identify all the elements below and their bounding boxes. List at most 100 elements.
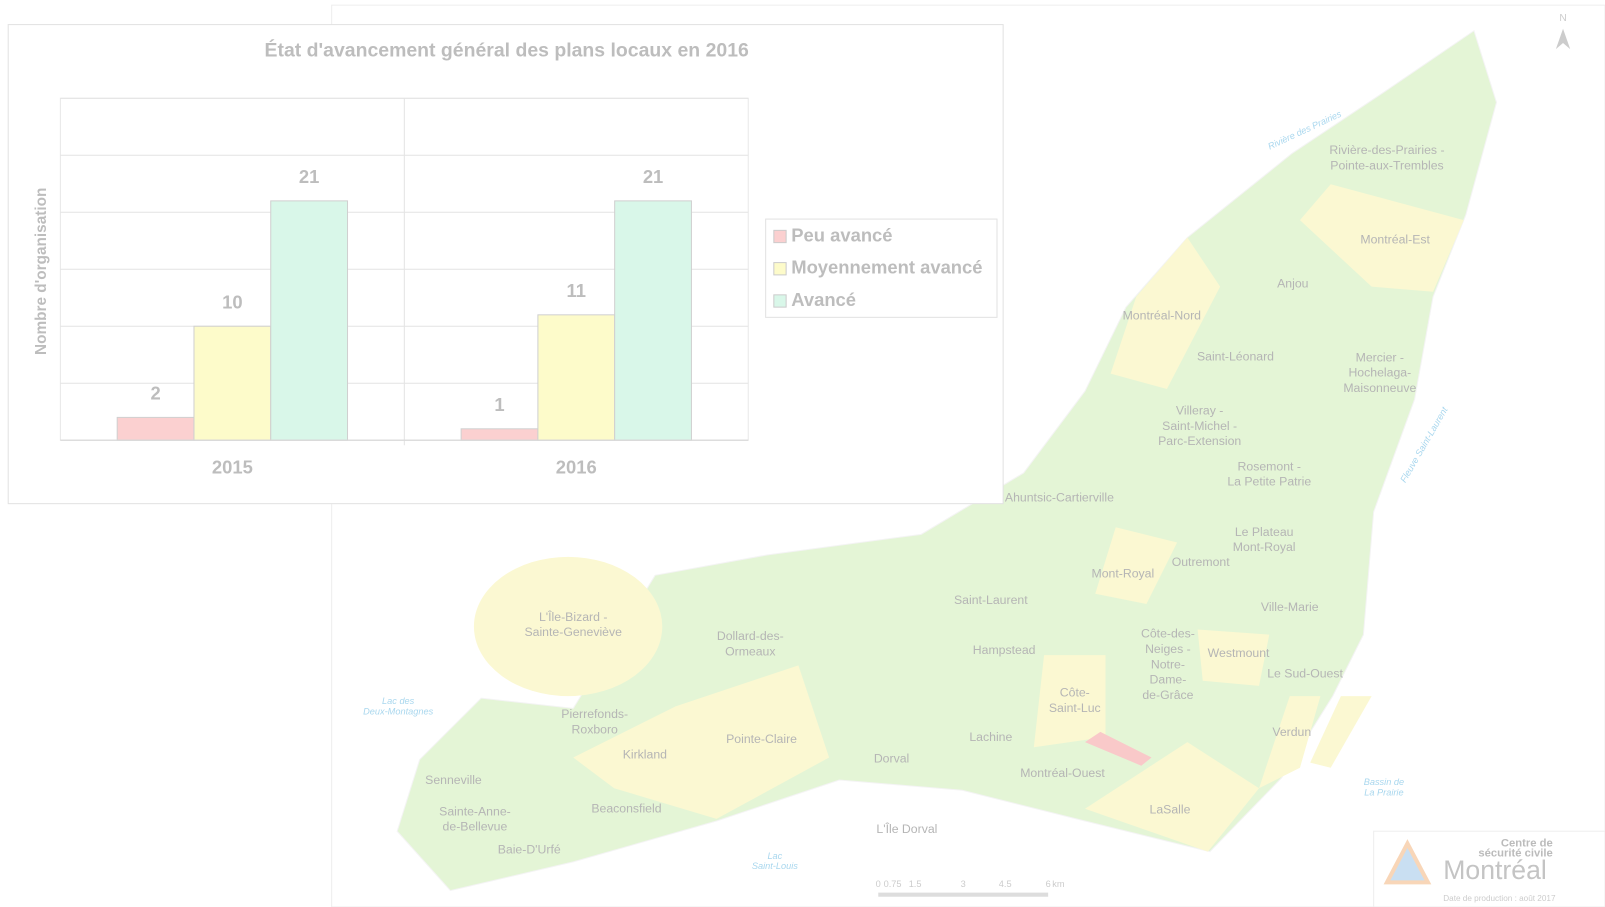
- bar: [116, 416, 195, 441]
- district-label-line: Saint-Luc: [1049, 701, 1101, 715]
- logo-text: Centre de: [1501, 837, 1553, 849]
- area-pink: [1085, 731, 1152, 766]
- scale-label: 6: [1046, 879, 1051, 889]
- district-label-line: Neiges -: [1145, 642, 1191, 656]
- district-label: Dollard-des- Ormeaux: [717, 629, 784, 658]
- district-label-line: Dame-: [1150, 673, 1187, 687]
- district-label: Verdun: [1272, 725, 1311, 739]
- north-label: N: [1559, 13, 1566, 24]
- scale-label: 0.75: [884, 879, 902, 889]
- district-label: LaSalle: [1150, 803, 1191, 817]
- legend-swatch: [773, 262, 787, 276]
- district-label: Ahuntsic-Cartierville: [1005, 491, 1114, 505]
- water-label-line: Deux-Montagnes: [363, 707, 433, 717]
- district-label-line: L'Île Dorval: [876, 821, 937, 836]
- district-label-line: Pointe-aux-Trembles: [1330, 159, 1443, 173]
- logo-icon: [1383, 839, 1432, 885]
- district-label: Baie-D'Urfé: [498, 843, 561, 857]
- district-label-line: Mercier -: [1356, 351, 1404, 365]
- area-yellow: [1259, 696, 1321, 789]
- district-label-line: Ahuntsic-Cartierville: [1005, 491, 1114, 505]
- district-label: Rivière-des-Prairies - Pointe-aux-Tremble…: [1329, 143, 1444, 172]
- district-label: Senneville: [425, 773, 482, 787]
- district-label: Sainte-Anne-de-Bellevue: [439, 805, 511, 834]
- district-label: Montréal-Ouest: [1020, 766, 1105, 780]
- district-label-line: Montréal-Nord: [1123, 309, 1202, 323]
- district-label-line: de-Grâce: [1142, 688, 1193, 702]
- x-tick-label: 2016: [556, 457, 597, 478]
- district-label-line: Beaconsfield: [591, 802, 661, 816]
- district-label-line: LaSalle: [1150, 803, 1191, 817]
- logo-text: sécurité civile: [1478, 848, 1552, 860]
- north-arrow: [1555, 28, 1571, 50]
- district-label: Mercier -Hochelaga-Maisonneuve: [1343, 351, 1416, 396]
- district-label-line: Rivière-des-Prairies -: [1329, 143, 1444, 157]
- district-label: Outremont: [1172, 555, 1231, 569]
- district-label-line: Le Plateau: [1235, 525, 1294, 539]
- district-label: Le Sud-Ouest: [1267, 667, 1343, 681]
- data-label: 21: [299, 166, 319, 187]
- district-label: Le Plateau Mont-Royal: [1233, 525, 1296, 554]
- x-tick-label: 2015: [212, 457, 253, 478]
- district-label: Beaconsfield: [591, 802, 661, 816]
- district-label-line: Rosemont -: [1238, 460, 1301, 474]
- district-label-line: Hochelaga-: [1348, 366, 1411, 380]
- district-label-line: Mont-Royal: [1092, 567, 1155, 581]
- legend-swatch: [773, 229, 787, 244]
- district-label: Saint-Léonard: [1197, 350, 1274, 364]
- district-label: Westmount: [1208, 646, 1270, 660]
- water-label-line: Bassin de: [1364, 778, 1404, 788]
- district-label-line: Verdun: [1272, 725, 1311, 739]
- area-yellow: [1299, 184, 1464, 292]
- logo-date: Date de production : août 2017: [1443, 894, 1556, 903]
- bar: [270, 200, 349, 441]
- logo-name: Montréal: [1443, 855, 1547, 885]
- area-yellow: [1197, 629, 1270, 686]
- district-label: Pierrefonds- Roxboro: [561, 707, 628, 736]
- district-label: Côte-des-Neiges - Notre-Dame-de-Grâce: [1141, 627, 1195, 702]
- area-yellow: [573, 665, 830, 819]
- district-label-line: Saint-Léonard: [1197, 350, 1274, 364]
- legend-label: Moyennement avancé: [791, 257, 982, 278]
- district-label-line: Sainte-Anne-: [439, 805, 511, 819]
- island-bizard: [473, 556, 663, 697]
- district-label-line: Anjou: [1277, 277, 1308, 291]
- district-label-line: Roxboro: [572, 723, 619, 737]
- district-label: Rosemont -La Petite Patrie: [1227, 460, 1311, 489]
- bar: [537, 314, 616, 441]
- district-label: Villeray -Saint-Michel -Parc-Extension: [1158, 404, 1241, 449]
- district-label: Dorval: [874, 752, 909, 766]
- water-label: Lac Saint-Louis: [752, 851, 798, 871]
- y-axis-label: Nombre d'organisation: [33, 188, 50, 355]
- district-label-line: Baie-D'Urfé: [498, 843, 561, 857]
- district-label-line: Villeray -: [1176, 404, 1224, 418]
- district-label: Ville-Marie: [1261, 600, 1319, 614]
- district-label: Pointe-Claire: [726, 732, 797, 746]
- district-label-line: Le Sud-Ouest: [1267, 667, 1343, 681]
- district-label-line: Côte-des-: [1141, 627, 1195, 641]
- scale-label: 0: [876, 879, 881, 889]
- scale-label: 4.5: [999, 879, 1012, 889]
- area-yellow: [1085, 742, 1260, 852]
- chart-panel: État d'avancement général des plans loca…: [7, 24, 1004, 505]
- district-label: Kirkland: [623, 748, 667, 762]
- district-label-line: La Petite Patrie: [1227, 475, 1311, 489]
- district-label-line: Saint-Michel -: [1162, 419, 1237, 433]
- district-label-line: Westmount: [1208, 646, 1270, 660]
- data-label: 1: [494, 394, 504, 415]
- data-label: 11: [567, 280, 586, 301]
- district-label-line: Ormeaux: [725, 645, 775, 659]
- island: Rivière-des-Prairies - Pointe-aux-Tremble…: [363, 29, 1498, 892]
- scale-label: 1.5: [909, 879, 922, 889]
- district-label-line: Saint-Laurent: [954, 593, 1028, 607]
- district-label-line: Outremont: [1172, 555, 1231, 569]
- district-label-line: Kirkland: [623, 748, 667, 762]
- district-label: Anjou: [1277, 277, 1308, 291]
- district-label-line: Maisonneuve: [1343, 381, 1416, 395]
- district-label-line: Sainte-Geneviève: [524, 625, 622, 639]
- water-label: Lac des Deux-Montagnes: [363, 697, 433, 717]
- district-label-line: Ville-Marie: [1261, 600, 1319, 614]
- water-label: Bassin de La Prairie: [1364, 778, 1404, 798]
